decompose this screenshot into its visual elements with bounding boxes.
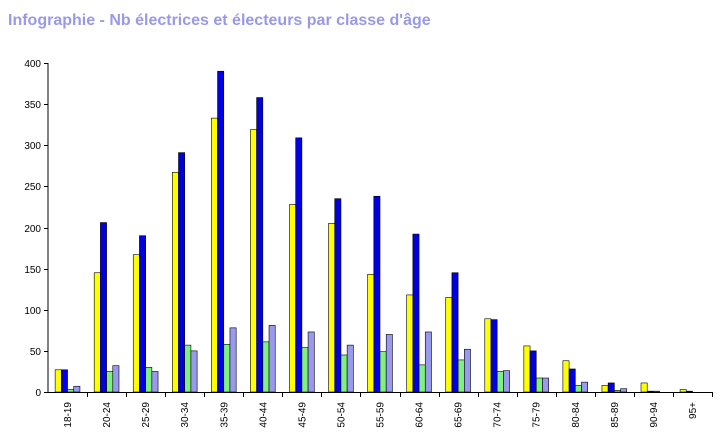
x-tick-label: 20-24: [102, 402, 113, 428]
x-tick-label: 70-74: [493, 402, 504, 428]
bar-35-39-s1: [211, 117, 218, 393]
bar-20-24-s4: [112, 365, 120, 393]
bar-50-54-s2: [334, 198, 342, 393]
bar-65-69-s1: [445, 297, 453, 393]
bar-70-74-s4: [503, 370, 510, 393]
bar-40-44-s2: [256, 97, 264, 393]
bar-20-24-s3: [106, 371, 114, 393]
bar-65-69-s3: [457, 359, 465, 393]
bar-25-29-s3: [145, 367, 153, 393]
bar-25-29-s4: [151, 371, 159, 393]
bar-45-49-s1: [289, 204, 296, 393]
y-tick-label: 50: [30, 347, 42, 358]
bars: [54, 70, 693, 393]
bar-85-89-s1: [601, 385, 609, 393]
x-tick-label: 18-19: [63, 402, 74, 428]
bar-80-84-s2: [568, 368, 576, 393]
x-tick-label: 50-54: [336, 402, 347, 428]
bar-65-69-s4: [464, 348, 471, 393]
x-tick-label: 55-59: [376, 402, 387, 428]
bar-95+-s2: [685, 390, 693, 393]
bar-45-49-s4: [307, 331, 315, 393]
bar-70-74-s2: [490, 319, 498, 393]
y-tick-label: 400: [24, 59, 41, 70]
x-tick-label: 95+: [688, 402, 699, 419]
bar-85-89-s3: [614, 390, 621, 393]
y-tick-label: 150: [24, 265, 41, 276]
bar-55-59-s2: [373, 195, 381, 393]
x-tick-label: 25-29: [141, 402, 152, 428]
bar-90-94-s3: [653, 390, 660, 393]
y-tick-label: 0: [35, 388, 41, 399]
x-tick-label: 40-44: [258, 402, 269, 428]
bar-35-39-s3: [223, 343, 231, 393]
x-tick-label: 65-69: [454, 402, 465, 428]
bar-50-54-s1: [328, 223, 336, 393]
bar-40-44-s1: [250, 129, 257, 393]
bar-45-49-s2: [295, 137, 303, 393]
x-tick-label: 60-64: [415, 402, 426, 428]
bar-25-29-s2: [139, 235, 146, 393]
y-tick-label: 100: [24, 306, 41, 317]
bar-55-59-s1: [367, 274, 375, 393]
x-tick-label: 30-34: [180, 402, 191, 428]
bar-60-64-s2: [412, 233, 420, 393]
bar-55-59-s4: [385, 334, 393, 393]
bar-40-44-s3: [262, 341, 270, 393]
bar-85-89-s4: [620, 388, 628, 393]
bar-75-79-s2: [529, 350, 537, 393]
bar-75-79-s1: [523, 345, 531, 393]
y-tick-label: 350: [24, 100, 41, 111]
bar-25-29-s1: [132, 254, 140, 393]
x-tick-label: 75-79: [532, 402, 543, 428]
bar-75-79-s3: [535, 377, 543, 393]
bar-60-64-s4: [424, 331, 432, 393]
x-tick-label: 85-89: [610, 402, 621, 428]
x-axis: 18-19 20-24 25-29 30-34 35-39 40-44 45-49 50-54…: [48, 392, 713, 428]
y-axis: 0 50 100 150 200 250 300 350 400: [24, 59, 49, 399]
bar-45-49-s3: [301, 347, 309, 393]
bar-40-44-s4: [268, 325, 276, 393]
bar-75-79-s4: [542, 377, 549, 393]
bar-70-74-s1: [484, 318, 492, 393]
bar-95+-s1: [679, 389, 687, 393]
chart-title: Infographie - Nb électrices et électeurs…: [8, 12, 431, 29]
bar-18-19-s3: [67, 389, 75, 393]
bar-50-54-s3: [340, 354, 348, 393]
bar-60-64-s1: [406, 294, 414, 393]
bar-18-19-s1: [54, 369, 62, 393]
bar-80-84-s3: [574, 385, 582, 393]
bar-85-89-s2: [607, 382, 615, 393]
bar-80-84-s1: [562, 360, 570, 393]
bar-30-34-s1: [172, 172, 179, 393]
bar-50-54-s4: [346, 344, 354, 393]
x-tick-label: 35-39: [219, 402, 230, 428]
x-tick-label: 45-49: [297, 402, 308, 428]
y-tick-label: 200: [24, 224, 41, 235]
x-tick-label: 90-94: [649, 402, 660, 428]
bar-65-69-s2: [451, 272, 459, 393]
bar-18-19-s2: [61, 369, 68, 393]
bar-90-94-s1: [640, 382, 648, 393]
bar-18-19-s4: [73, 385, 81, 393]
bar-35-39-s4: [229, 327, 237, 393]
bar-30-34-s2: [178, 152, 186, 393]
bar-20-24-s2: [100, 222, 107, 393]
bar-60-64-s3: [418, 364, 426, 393]
bar-35-39-s2: [217, 70, 225, 393]
x-tick-label: 80-84: [571, 402, 582, 428]
bar-20-24-s1: [93, 272, 101, 393]
bar-70-74-s3: [496, 371, 504, 393]
y-tick-label: 300: [24, 141, 41, 152]
bar-90-94-s2: [646, 390, 654, 393]
bar-30-34-s3: [184, 344, 192, 393]
bar-80-84-s4: [581, 381, 588, 393]
y-tick-label: 250: [24, 182, 41, 193]
bar-30-34-s4: [190, 350, 198, 393]
bar-55-59-s3: [379, 351, 387, 393]
